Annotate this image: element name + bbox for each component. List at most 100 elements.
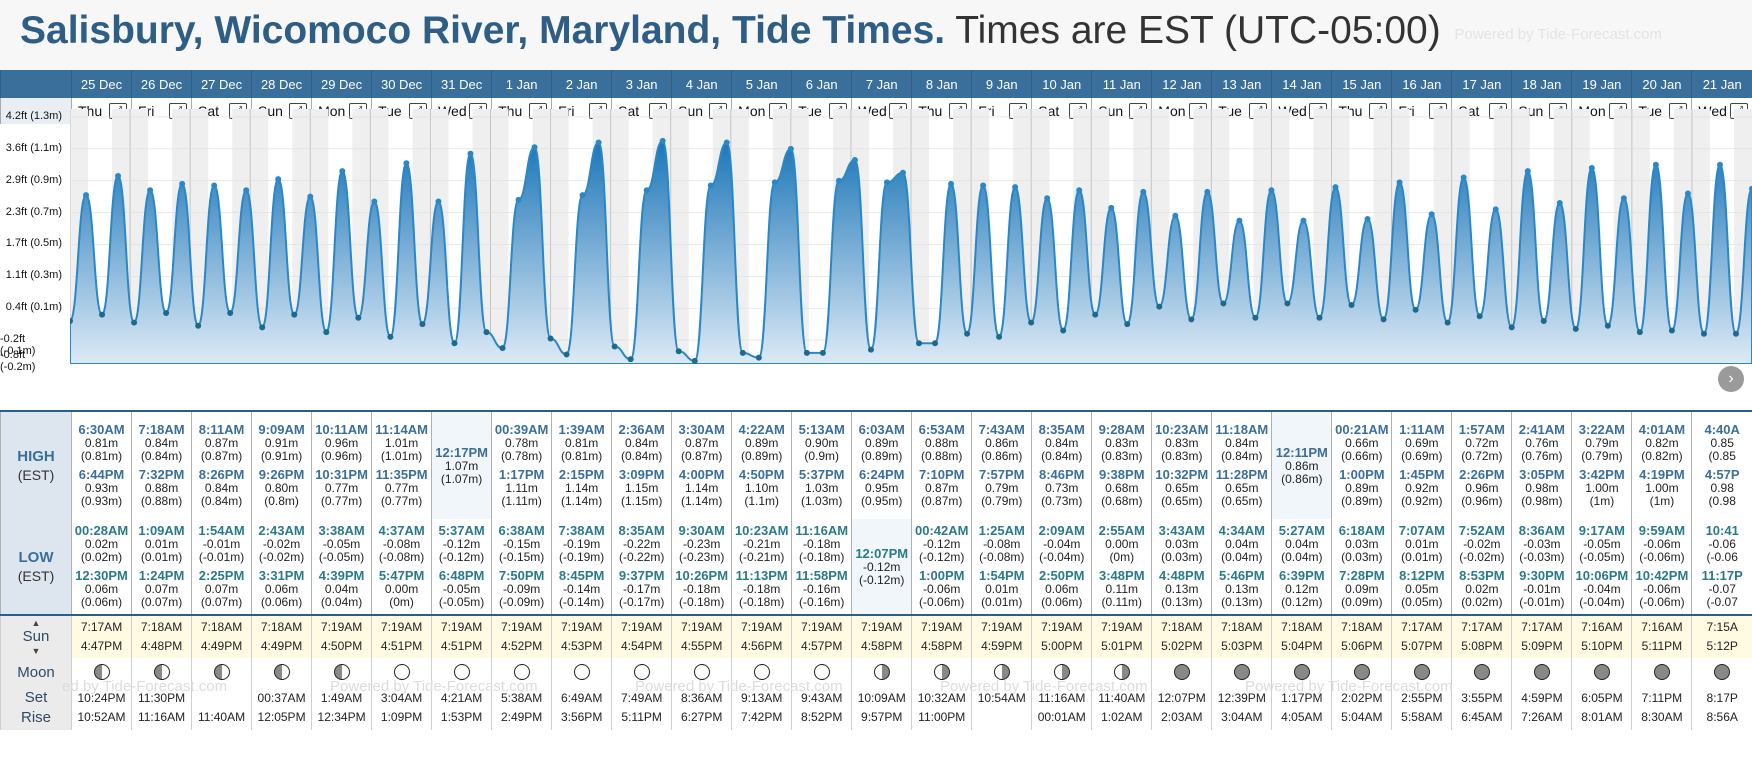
- moon-phase-cell: [1511, 658, 1572, 686]
- powered-by-watermark: Powered by Tide-Forecast.com: [940, 678, 1148, 695]
- high-tide-cell: 6:03AM 0.89m (0.89m) 6:24PM 0.95m (0.95m): [851, 410, 912, 519]
- low-tide-event: 00:42AM -0.12m (-0.12m): [913, 524, 972, 564]
- high-tide-event: 4:01AM 0.82m (0.82m): [1633, 423, 1692, 463]
- high-tide-cell: 3:22AM 0.79m (0.79m) 3:42PM 1.00m (1m): [1571, 410, 1632, 519]
- moon-phase-icon: [1533, 663, 1550, 680]
- powered-by-watermark: Powered by Tide-Forecast.com: [1245, 678, 1453, 695]
- low-tz-label: (EST): [17, 567, 55, 584]
- high-tide-point: [147, 187, 154, 194]
- low-tide-time: 4:39PM: [318, 568, 365, 583]
- low-tide-cell: 10:41 -0.06 (-0.06 11:17P -0.07 (-0.07: [1691, 519, 1752, 615]
- powered-by-watermark: Powered by Tide-Forecast.com: [330, 678, 538, 695]
- low-tide-event: 9:59AM -0.06m (-0.06m): [1633, 524, 1692, 564]
- sun-cell: 7:19AM 4:50PM: [311, 614, 372, 658]
- high-tide-point: [1300, 217, 1307, 224]
- moonset-time: 10:24PM: [77, 691, 126, 705]
- high-tide-height: 1.11m: [505, 481, 538, 495]
- moon-phase-icon: [393, 663, 410, 680]
- sunset-time: 5:10PM: [1581, 639, 1623, 653]
- y-axis-label: -0.8ft (-0.2m): [0, 349, 36, 374]
- low-tide-point: [1476, 313, 1483, 320]
- high-tide-height: 0.77m: [324, 481, 359, 495]
- date-cell: 11 Jan: [1091, 70, 1152, 98]
- low-tide-event: 00:28AM 0.02m (0.02m): [73, 524, 132, 564]
- low-tide-height-alt: (0.06m): [260, 595, 303, 609]
- tide-chart: [70, 109, 1752, 364]
- moon-times-cell: 11:40AM: [191, 686, 252, 730]
- moon-phase-cell: [1091, 658, 1152, 686]
- moon-phase-cell: [851, 658, 912, 686]
- low-tide-point: [1092, 311, 1099, 318]
- sunset-time: 5:08PM: [1461, 639, 1503, 653]
- low-tide-height: 0.03m: [1345, 537, 1379, 551]
- high-tide-height: 0.84m: [204, 481, 239, 495]
- low-tide-height-alt: (-0.05m): [438, 595, 485, 609]
- high-tide-height-alt: (0.83m): [1161, 449, 1203, 463]
- high-tide-point: [1684, 190, 1691, 197]
- low-tide-point: [451, 340, 458, 347]
- low-tide-height: -0.15m: [502, 537, 541, 551]
- high-tide-point: [1012, 184, 1019, 191]
- sun-cell: 7:16AM 5:11PM: [1631, 614, 1692, 658]
- moonset-time: 1:49AM: [320, 691, 363, 705]
- low-tide-event: 6:18AM 0.03m (0.03m): [1333, 524, 1392, 564]
- moon-phase-cell: [971, 658, 1032, 686]
- high-tide-event: 1:39AM 0.81m (0.81m): [553, 423, 612, 463]
- low-tide-point: [611, 343, 618, 350]
- high-tide-event: 3:42PM 1.00m (1m): [1573, 468, 1632, 508]
- sun-cell: 7:18AM 5:06PM: [1331, 614, 1392, 658]
- low-tide-time: 5:46PM: [1219, 568, 1265, 583]
- low-tide-height-alt: (-0.04m): [1039, 550, 1085, 564]
- low-tide-height-alt: (0.03m): [1341, 550, 1383, 564]
- low-tide-height: 0.02m: [84, 537, 119, 551]
- sunrise-time: 7:17AM: [1401, 620, 1443, 634]
- tide-points: [70, 137, 1752, 364]
- low-tide-height-alt: (0.07m): [140, 595, 183, 609]
- low-tide-height-alt: (0.03m): [1161, 550, 1203, 564]
- sun-cell: 7:18AM 5:02PM: [1151, 614, 1212, 658]
- date-cell: 28 Dec: [251, 70, 312, 98]
- high-tide-height: 0.88m: [144, 481, 179, 495]
- page-title-timezone: Times are EST (UTC-05:00): [945, 9, 1441, 52]
- low-tide-height-alt: (0.06m): [80, 595, 123, 609]
- date-cell: 6 Jan: [791, 70, 852, 98]
- high-tide-point: [1492, 206, 1499, 213]
- date-cell: 25 Dec: [70, 70, 132, 98]
- moon-phase-cell: [911, 658, 972, 686]
- low-tide-point: [1412, 306, 1419, 313]
- sunrise-time: 7:19AM: [440, 620, 483, 634]
- low-tide-event: 11:58PM -0.16m (-0.16m): [793, 569, 852, 609]
- high-tide-time: 8:46PM: [1038, 467, 1085, 482]
- high-tide-height-alt: (0.8m): [264, 494, 299, 508]
- moon-times-cell: 8:17P 8:56A: [1691, 686, 1752, 730]
- low-tide-height-alt: (-0.21m): [739, 550, 785, 564]
- low-tide-time: 2:55AM: [1098, 523, 1145, 538]
- moonset-time: 9:43AM: [801, 691, 843, 705]
- low-tide-event: 6:38AM -0.15m (-0.15m): [493, 524, 552, 564]
- sunset-time: 4:58PM: [861, 639, 903, 653]
- high-tide-cell: 1:57AM 0.72m (0.72m) 2:26PM 0.96m (0.96m): [1451, 410, 1512, 519]
- date-cell: 3 Jan: [611, 70, 672, 98]
- low-tide-point: [803, 349, 810, 356]
- low-tide-time: 11:13PM: [735, 568, 788, 583]
- sunrise-time: 7:18AM: [1161, 620, 1203, 634]
- low-tide-height: 0.09m: [1345, 582, 1379, 596]
- high-tide-point: [643, 187, 650, 194]
- high-tide-point: [1620, 195, 1627, 202]
- low-tide-height-alt: (0.04m): [1221, 550, 1263, 564]
- moonrise-time: 1:53PM: [440, 710, 483, 724]
- low-tide-height-alt: (0.02m): [80, 550, 123, 564]
- low-tide-point: [867, 346, 874, 353]
- moon-phase-cell: [1391, 658, 1452, 686]
- y-axis-label: -0.2ft (-0.1m): [0, 333, 36, 358]
- high-tide-cell: 9:09AM 0.91m (0.91m) 9:26PM 0.80m (0.8m): [251, 410, 312, 519]
- high-tide-cell: 6:53AM 0.88m (0.88m) 7:10PM 0.87m (0.87m): [911, 410, 972, 519]
- high-tide-point: [1749, 185, 1752, 192]
- scroll-right-button[interactable]: ›: [1718, 366, 1744, 392]
- low-tide-time: 3:38AM: [318, 523, 365, 538]
- date-header-corner: [0, 70, 72, 98]
- low-tide-cell: 2:43AM -0.02m (-0.02m) 3:31PM 0.06m (0.06m): [251, 519, 312, 615]
- low-tide-cell: 12:07PM -0.12m (-0.12m): [851, 519, 912, 615]
- low-tide-point: [916, 340, 923, 347]
- moonrise-time: 11:16AM: [137, 710, 186, 724]
